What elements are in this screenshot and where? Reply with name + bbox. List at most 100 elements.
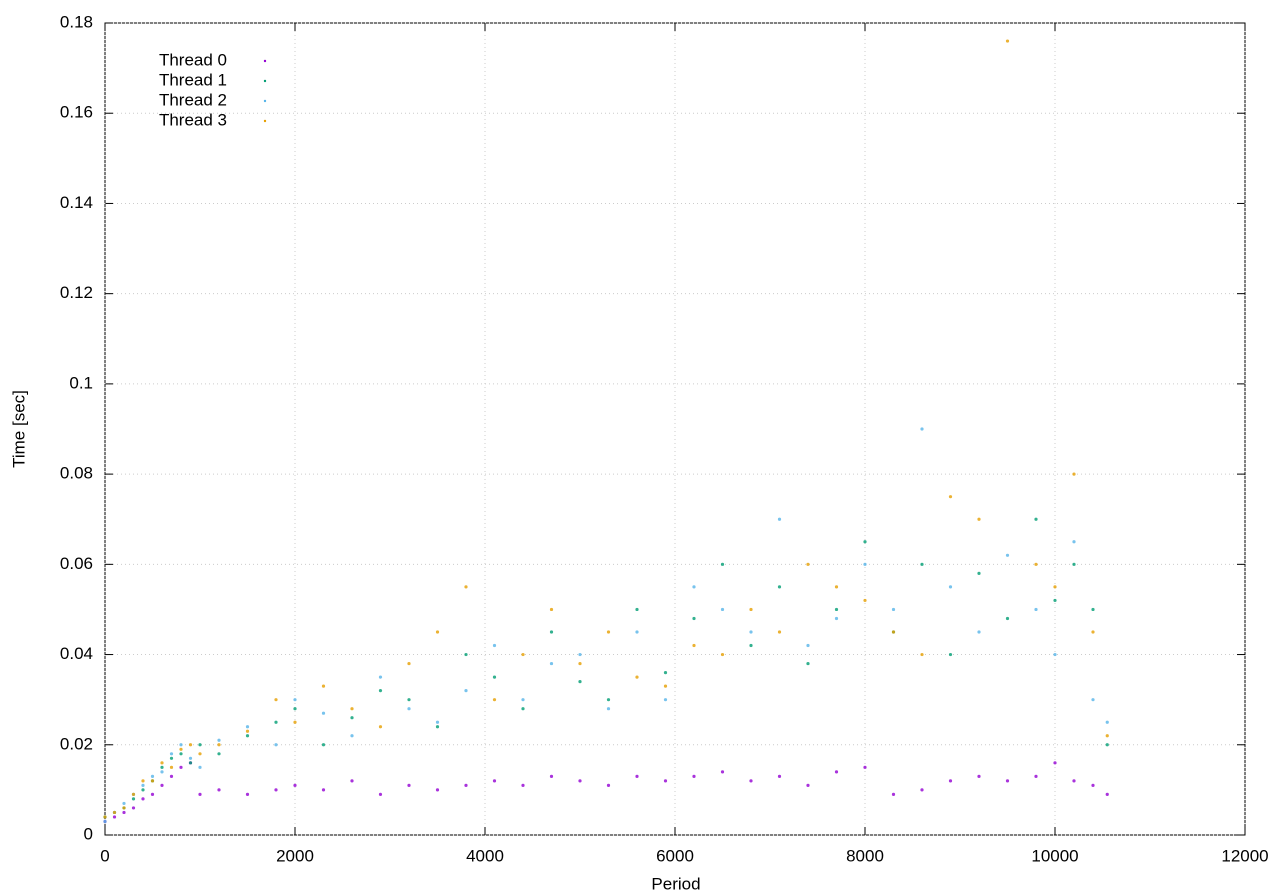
data-point	[578, 680, 582, 684]
legend-label: Thread 3	[159, 110, 227, 129]
y-tick-label: 0.06	[60, 554, 93, 573]
data-point	[492, 779, 497, 783]
data-point	[464, 783, 468, 787]
data-point	[948, 495, 953, 499]
data-point	[635, 630, 639, 634]
data-point	[834, 616, 839, 621]
data-point	[521, 707, 525, 711]
data-point	[1105, 720, 1109, 724]
data-point	[749, 643, 753, 648]
data-point	[606, 698, 611, 702]
data-point	[179, 747, 183, 751]
data-point	[141, 788, 145, 792]
data-point	[122, 806, 126, 810]
data-point	[492, 643, 497, 648]
data-point	[169, 756, 174, 760]
data-point	[103, 815, 107, 819]
y-tick-label: 0.12	[60, 283, 93, 302]
data-point	[217, 738, 221, 742]
data-point	[1105, 743, 1109, 747]
data-point	[150, 774, 155, 778]
data-point	[160, 783, 164, 787]
data-point	[1005, 616, 1010, 621]
data-point	[407, 698, 411, 702]
data-point	[141, 779, 145, 783]
data-point	[663, 779, 668, 783]
data-point	[293, 698, 297, 702]
data-point	[891, 792, 896, 797]
plot-frame	[104, 22, 1246, 836]
data-point	[378, 689, 383, 693]
legend-label: Thread 0	[159, 50, 227, 69]
data-point	[1091, 607, 1095, 612]
data-point	[549, 661, 554, 666]
data-point	[1053, 585, 1057, 589]
data-point	[720, 607, 725, 612]
data-point	[777, 585, 782, 589]
data-point	[549, 630, 554, 634]
data-point	[350, 734, 354, 738]
data-point	[777, 774, 782, 778]
data-point	[749, 779, 753, 783]
data-point	[1053, 761, 1057, 765]
data-point	[198, 752, 202, 756]
data-point	[521, 652, 525, 657]
data-point	[720, 770, 725, 774]
data-point	[1034, 517, 1038, 521]
data-point	[245, 734, 250, 738]
data-point	[350, 716, 354, 720]
legend-label: Thread 1	[159, 70, 227, 89]
data-point	[863, 598, 867, 603]
data-point	[198, 765, 202, 769]
data-point	[1053, 598, 1057, 603]
y-tick-label: 0.16	[60, 103, 93, 122]
data-point	[188, 761, 193, 765]
y-tick-label: 0.1	[69, 373, 93, 392]
data-point	[141, 783, 145, 787]
x-tick-label: 10000	[1031, 846, 1078, 865]
data-point	[920, 788, 924, 792]
data-point	[179, 752, 183, 756]
data-point	[321, 684, 326, 688]
data-point	[1034, 607, 1038, 612]
data-point	[635, 774, 639, 778]
data-point	[350, 707, 354, 711]
data-point	[321, 711, 326, 715]
data-point	[435, 720, 440, 724]
y-tick-label: 0	[84, 824, 93, 843]
data-point	[863, 562, 867, 566]
data-point	[1005, 553, 1010, 557]
data-point	[777, 630, 782, 634]
data-point	[891, 607, 896, 612]
data-point	[1091, 698, 1095, 702]
data-point	[1072, 562, 1076, 566]
data-point	[179, 765, 183, 769]
data-point	[977, 517, 981, 521]
data-point	[274, 788, 278, 792]
data-point	[834, 770, 839, 774]
data-point	[141, 797, 145, 801]
data-point	[464, 652, 468, 657]
y-tick-label: 0.14	[60, 193, 93, 212]
data-point	[245, 725, 250, 729]
data-point	[274, 720, 278, 724]
data-point	[169, 752, 174, 756]
data-point	[834, 607, 839, 612]
data-point	[274, 743, 278, 747]
data-point	[1091, 783, 1095, 787]
x-axis-label: Period	[651, 874, 700, 893]
data-point	[635, 675, 639, 679]
y-tick-label: 0.02	[60, 734, 93, 753]
y-tick-label: 0.08	[60, 464, 93, 483]
data-point	[122, 801, 126, 806]
legend-marker	[263, 99, 267, 103]
data-point	[948, 585, 953, 589]
data-point	[378, 792, 383, 797]
data-point	[198, 792, 202, 797]
data-point	[977, 774, 981, 778]
data-point	[863, 540, 867, 544]
data-point	[169, 765, 174, 769]
data-point	[806, 661, 810, 666]
x-tick-label: 0	[100, 846, 109, 865]
